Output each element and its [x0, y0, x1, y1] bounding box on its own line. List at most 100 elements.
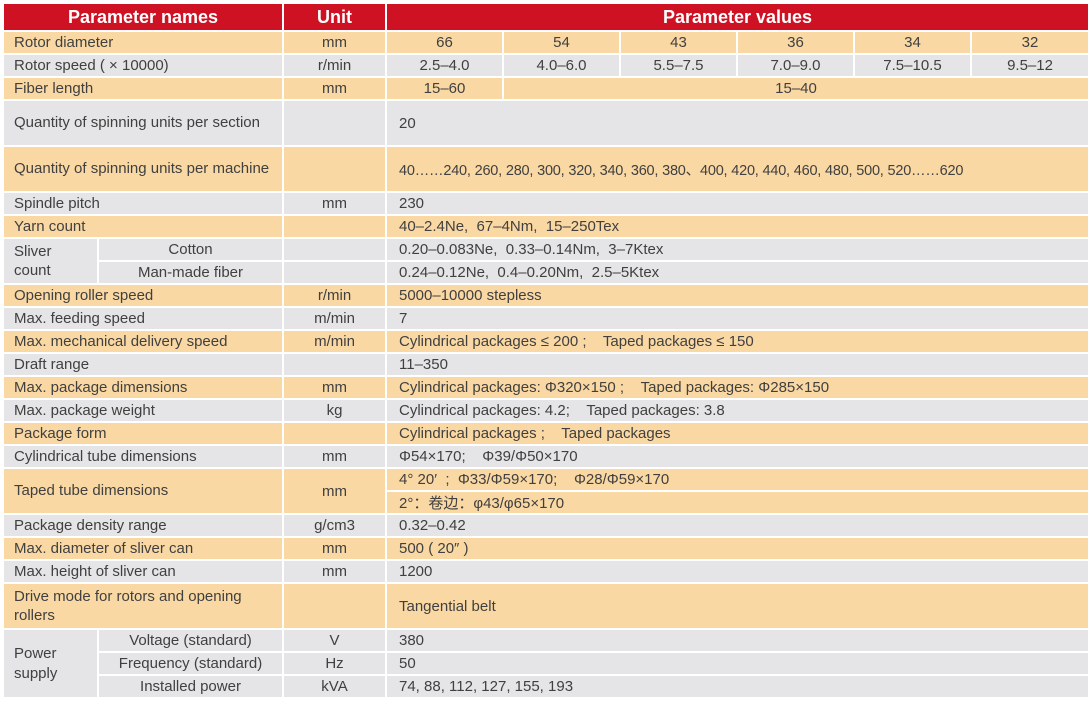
value-cell: 40–2.4Ne, 67–4Nm, 15–250Tex — [384, 214, 1090, 239]
value-cell: 40……240, 260, 280, 300, 320, 340, 360, 3… — [384, 145, 1090, 193]
param-name: Max. mechanical delivery speed — [2, 329, 284, 354]
unit-cell: r/min — [282, 283, 387, 308]
unit-cell: mm — [282, 559, 387, 584]
row-yarn-count: Yarn count 40–2.4Ne, 67–4Nm, 15–250Tex — [2, 214, 1090, 239]
param-name: Max. package dimensions — [2, 375, 284, 400]
value-cell: 5000–10000 stepless — [384, 283, 1090, 308]
row-max-height-sliver-can: Max. height of sliver can mm 1200 — [2, 559, 1090, 584]
value-cell: 0.24–0.12Ne, 0.4–0.20Nm, 2.5–5Ktex — [384, 260, 1090, 285]
sub-label: Voltage (standard) — [97, 628, 284, 653]
value-cell: 50 — [384, 651, 1090, 676]
row-taped-tube-dimensions-line1: Taped tube dimensions mm 4° 20′ ; Φ33/Φ5… — [2, 467, 1090, 515]
row-power-supply-frequency: Frequency (standard) Hz 50 — [3, 651, 1090, 676]
param-name-sliver-count: Sliver count — [2, 237, 99, 285]
param-name: Max. feeding speed — [2, 306, 284, 331]
sub-label: Man-made fiber — [97, 260, 284, 285]
value-cell: 54 — [502, 30, 621, 55]
row-spindle-pitch: Spindle pitch mm 230 — [2, 191, 1090, 216]
unit-cell — [282, 352, 387, 377]
value-cell: 7 — [384, 306, 1090, 331]
unit-cell: m/min — [282, 329, 387, 354]
unit-cell — [282, 145, 387, 193]
value-cell: Cylindrical packages: Φ320×150 ; Taped p… — [384, 375, 1090, 400]
unit-cell: mm — [282, 76, 387, 101]
row-max-mech-delivery-speed: Max. mechanical delivery speed m/min Cyl… — [2, 329, 1090, 354]
value-cell: 74, 88, 112, 127, 155, 193 — [384, 674, 1090, 699]
param-name: Spindle pitch — [2, 191, 284, 216]
unit-cell: m/min — [282, 306, 387, 331]
param-name: Cylindrical tube dimensions — [2, 444, 284, 469]
value-cell: 32 — [969, 30, 1090, 55]
unit-cell: mm — [282, 467, 387, 515]
param-name: Rotor diameter — [2, 30, 284, 55]
value-cell: 11–350 — [384, 352, 1090, 377]
value-cell: Cylindrical packages ; Taped packages — [384, 421, 1090, 446]
param-name: Package density range — [2, 513, 284, 538]
row-power-supply-voltage: Power supply Voltage (standard) V 380 — [2, 628, 1090, 699]
param-name: Draft range — [2, 352, 284, 377]
unit-cell: mm — [282, 444, 387, 469]
unit-cell: mm — [282, 536, 387, 561]
value-cell: 7.5–10.5 — [853, 53, 972, 78]
unit-cell: mm — [282, 191, 387, 216]
row-taped-tube-dimensions-line2: 2°：卷边：φ43/φ65×170 — [3, 490, 1090, 515]
row-drive-mode: Drive mode for rotors and opening roller… — [2, 582, 1090, 630]
row-rotor-diameter: Rotor diameter mm 66 54 43 36 34 32 — [2, 30, 1090, 55]
row-max-package-dimensions: Max. package dimensions mm Cylindrical p… — [2, 375, 1090, 400]
row-max-feeding-speed: Max. feeding speed m/min 7 — [2, 306, 1090, 331]
sub-label: Cotton — [97, 237, 284, 262]
row-package-density-range: Package density range g/cm3 0.32–0.42 — [2, 513, 1090, 538]
header-parameter-values: Parameter values — [384, 2, 1090, 32]
value-cell: 1200 — [384, 559, 1090, 584]
value-cell: 7.0–9.0 — [736, 53, 855, 78]
param-name-taped-tube: Taped tube dimensions — [2, 467, 284, 515]
unit-cell: kVA — [282, 674, 387, 699]
value-cell: 36 — [736, 30, 855, 55]
param-name: Max. diameter of sliver can — [2, 536, 284, 561]
row-max-diameter-sliver-can: Max. diameter of sliver can mm 500 ( 20″… — [2, 536, 1090, 561]
row-qty-per-machine: Quantity of spinning units per machine 4… — [2, 145, 1090, 193]
unit-cell — [282, 582, 387, 630]
row-sliver-count-manmade: Man-made fiber 0.24–0.12Ne, 0.4–0.20Nm, … — [3, 260, 1090, 285]
row-draft-range: Draft range 11–350 — [2, 352, 1090, 377]
row-sliver-count-cotton: Sliver count Cotton 0.20–0.083Ne, 0.33–0… — [2, 237, 1090, 285]
unit-cell — [282, 421, 387, 446]
value-cell: 380 — [384, 628, 1090, 653]
header-unit: Unit — [282, 2, 387, 32]
row-package-form: Package form Cylindrical packages ; Tape… — [2, 421, 1090, 446]
value-cell: 15–60 — [385, 76, 504, 101]
value-cell: 9.5–12 — [969, 53, 1090, 78]
unit-cell: r/min — [282, 53, 387, 78]
param-name: Quantity of spinning units per machine — [2, 145, 284, 193]
value-cell: 4.0–6.0 — [502, 53, 621, 78]
value-cell: 34 — [853, 30, 972, 55]
unit-cell: Hz — [282, 651, 387, 676]
value-cell: 5.5–7.5 — [619, 53, 738, 78]
row-opening-roller-speed: Opening roller speed r/min 5000–10000 st… — [2, 283, 1090, 308]
row-qty-per-section: Quantity of spinning units per section 2… — [2, 99, 1090, 147]
row-rotor-speed: Rotor speed ( × 10000) r/min 2.5–4.0 4.0… — [2, 53, 1090, 78]
param-name: Max. package weight — [2, 398, 284, 423]
param-name: Quantity of spinning units per section — [2, 99, 284, 147]
param-name: Drive mode for rotors and opening roller… — [2, 582, 284, 630]
unit-cell — [282, 214, 387, 239]
value-cell-merged: 15–40 — [501, 76, 1090, 101]
value-cell: 2.5–4.0 — [385, 53, 504, 78]
value-cell: Tangential belt — [384, 582, 1090, 630]
param-name-power-supply: Power supply — [2, 628, 99, 699]
param-name: Rotor speed ( × 10000) — [2, 53, 284, 78]
value-cell: Cylindrical packages: 4.2; Taped package… — [384, 398, 1090, 423]
param-name: Opening roller speed — [2, 283, 284, 308]
sub-label: Frequency (standard) — [97, 651, 284, 676]
unit-cell — [282, 99, 387, 147]
value-cell: 66 — [385, 30, 504, 55]
unit-cell — [282, 260, 387, 285]
value-cell: 230 — [384, 191, 1090, 216]
unit-cell: g/cm3 — [282, 513, 387, 538]
row-max-package-weight: Max. package weight kg Cylindrical packa… — [2, 398, 1090, 423]
param-name: Package form — [2, 421, 284, 446]
unit-cell — [282, 237, 387, 262]
header-parameter-names: Parameter names — [2, 2, 284, 32]
value-cell: Φ54×170; Φ39/Φ50×170 — [384, 444, 1090, 469]
